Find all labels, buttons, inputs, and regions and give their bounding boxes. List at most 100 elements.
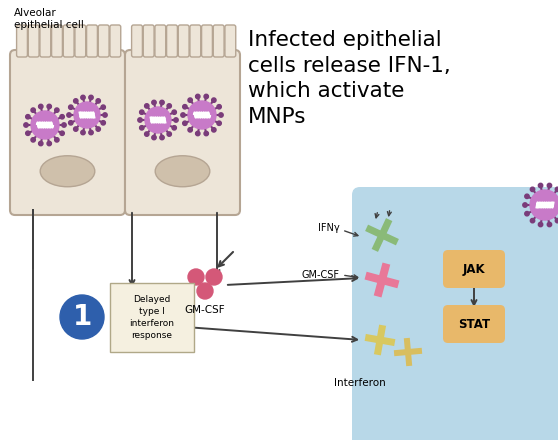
Text: GM-CSF: GM-CSF [185,305,225,315]
Circle shape [101,121,105,125]
Circle shape [188,101,216,129]
Circle shape [182,121,187,125]
Circle shape [206,269,222,285]
Circle shape [547,222,552,227]
Circle shape [138,118,142,122]
Text: Infected epithelial
cells release IFN-1,
which activate
MNPs: Infected epithelial cells release IFN-1,… [248,30,451,127]
Circle shape [145,132,149,136]
Circle shape [195,94,200,99]
Circle shape [103,113,107,117]
Circle shape [96,99,100,103]
FancyBboxPatch shape [201,25,213,57]
Circle shape [182,105,187,109]
Polygon shape [404,338,412,366]
Circle shape [55,108,59,112]
Circle shape [24,123,28,127]
Circle shape [167,104,171,108]
Circle shape [69,105,73,110]
Circle shape [39,141,43,146]
FancyBboxPatch shape [10,50,125,215]
Circle shape [60,295,104,339]
Circle shape [188,98,193,103]
Text: STAT: STAT [458,318,490,330]
Circle shape [188,128,193,132]
Circle shape [525,194,529,198]
Circle shape [160,136,164,140]
Circle shape [140,110,144,114]
Circle shape [547,183,552,188]
Circle shape [39,104,43,109]
Text: Alveolar
epithelial cell: Alveolar epithelial cell [14,8,84,29]
FancyBboxPatch shape [167,25,177,57]
Circle shape [26,114,30,119]
Text: Interferon: Interferon [334,378,386,388]
Circle shape [530,218,535,223]
Circle shape [172,110,176,114]
Ellipse shape [40,156,95,187]
Circle shape [538,183,543,188]
FancyBboxPatch shape [17,25,27,57]
Polygon shape [364,272,400,288]
Polygon shape [394,348,422,356]
Circle shape [181,113,185,117]
Polygon shape [374,325,386,356]
Circle shape [62,123,66,127]
Polygon shape [374,263,390,297]
Circle shape [60,131,64,136]
Ellipse shape [155,156,210,187]
FancyBboxPatch shape [40,25,51,57]
Circle shape [211,98,216,103]
FancyBboxPatch shape [178,25,189,57]
Circle shape [67,113,71,117]
FancyBboxPatch shape [28,25,39,57]
Circle shape [55,138,59,142]
Circle shape [172,125,176,130]
Circle shape [89,95,93,99]
Circle shape [145,107,171,133]
Circle shape [217,121,222,125]
Polygon shape [372,218,392,252]
Text: 1: 1 [73,303,92,331]
Text: Delayed
type I
interferon
response: Delayed type I interferon response [129,295,175,340]
Circle shape [525,212,529,216]
Circle shape [211,128,216,132]
FancyBboxPatch shape [125,50,240,215]
Circle shape [74,102,100,128]
Circle shape [174,118,178,122]
Circle shape [217,105,222,109]
Circle shape [530,187,535,191]
Circle shape [31,138,35,142]
Circle shape [145,104,149,108]
Circle shape [89,130,93,135]
Circle shape [152,136,156,140]
Circle shape [555,187,558,191]
FancyBboxPatch shape [213,25,224,57]
Circle shape [140,125,144,130]
FancyBboxPatch shape [352,187,558,440]
FancyBboxPatch shape [190,25,201,57]
FancyBboxPatch shape [98,25,109,57]
Circle shape [167,132,171,136]
Circle shape [204,94,209,99]
Circle shape [101,105,105,110]
Circle shape [188,269,204,285]
Circle shape [47,141,51,146]
FancyBboxPatch shape [75,25,86,57]
Circle shape [204,131,209,136]
FancyBboxPatch shape [155,25,166,57]
Circle shape [160,100,164,105]
Circle shape [538,222,543,227]
FancyBboxPatch shape [86,25,98,57]
Circle shape [60,114,64,119]
Circle shape [152,100,156,105]
FancyBboxPatch shape [132,25,142,57]
FancyBboxPatch shape [443,250,505,288]
Circle shape [74,127,78,131]
Circle shape [530,190,558,220]
Text: GM-CSF: GM-CSF [302,270,340,280]
Circle shape [555,218,558,223]
Polygon shape [365,225,399,246]
Text: JAK: JAK [463,263,485,275]
Text: IFNγ: IFNγ [318,223,340,233]
Circle shape [197,283,213,299]
